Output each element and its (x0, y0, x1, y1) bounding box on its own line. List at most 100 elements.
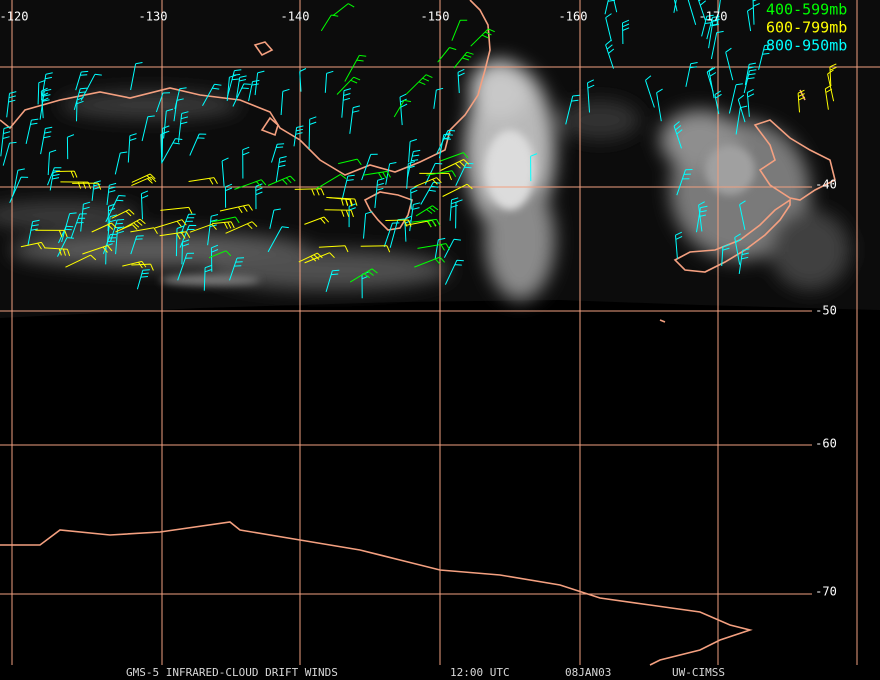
wind-barb (587, 79, 595, 113)
wind-barb (349, 268, 378, 283)
wind-barb (208, 250, 232, 259)
wind-barb (673, 0, 678, 12)
wind-barb (605, 13, 612, 42)
wind-barb (140, 190, 149, 220)
graticule (0, 0, 880, 665)
wind-barb (269, 208, 281, 229)
wind-barb (2, 141, 17, 166)
wind-barb (308, 116, 317, 150)
wind-barb (248, 79, 260, 102)
wind-barb (739, 200, 746, 230)
wind-barb (315, 173, 347, 190)
wind-barb (106, 182, 117, 205)
legend-entry: 600-799mb (766, 19, 847, 37)
wind-barb (294, 188, 325, 196)
wind-barb (221, 157, 229, 187)
wind-barb (293, 125, 304, 147)
wind-barb (716, 0, 721, 26)
wind-barb (236, 75, 247, 98)
wind-barb (47, 149, 57, 176)
wind-barb (232, 83, 251, 107)
wind-barb (207, 214, 219, 246)
wind-barb (66, 134, 75, 160)
wind-barb (203, 264, 212, 291)
wind-barb (747, 6, 754, 32)
wind-barb (159, 231, 191, 240)
wind-barb (437, 47, 457, 63)
wind-barb (122, 260, 147, 269)
wind-barb (219, 204, 253, 214)
legend: 400-599mb 600-799mb 800-950mb (766, 1, 847, 55)
wind-barb (426, 170, 457, 177)
wind-barb (35, 229, 68, 238)
wind-barb (470, 28, 495, 47)
wind-barb (179, 224, 197, 248)
wind-barb (324, 70, 334, 93)
wind-barb (211, 216, 240, 224)
wind-barb (737, 94, 746, 123)
wind-barb (385, 162, 397, 185)
wind-barb (414, 256, 445, 268)
wind-barb (411, 218, 441, 227)
wind-barb (758, 44, 772, 70)
wind-barb (304, 252, 335, 264)
wind-barb (267, 175, 296, 186)
wind-barb (47, 167, 62, 186)
wind-barb (75, 70, 89, 91)
wind-barb (27, 219, 40, 246)
wind-barb (210, 244, 219, 272)
coastlines (0, 0, 836, 666)
wind-barb (131, 263, 154, 271)
wind-barb (280, 88, 290, 116)
wind-barb (111, 209, 135, 219)
wind-barb (645, 75, 655, 108)
wind-barb (130, 227, 158, 235)
wind-barb (102, 233, 118, 254)
wind-barb (127, 133, 137, 163)
wind-barb (25, 118, 39, 145)
wind-barb (405, 74, 433, 95)
wind-barb (227, 69, 242, 97)
wind-barb (656, 88, 663, 122)
wind-barb (212, 221, 235, 229)
wind-barb (332, 3, 355, 17)
lon-label: -160 (559, 10, 588, 24)
wind-barb (224, 183, 233, 208)
wind-barb (363, 211, 373, 239)
wind-barb (449, 197, 459, 221)
wind-barb (417, 243, 451, 251)
wind-barb (746, 88, 755, 117)
lat-label: -60 (815, 437, 837, 451)
wind-barb (341, 88, 351, 118)
wind-barb (160, 206, 193, 214)
wind-barb (80, 201, 91, 232)
wind-barb (440, 152, 469, 162)
wind-barb (721, 244, 730, 267)
wind-barb (229, 257, 245, 281)
wind-barb (708, 18, 720, 49)
wind-barb (178, 111, 189, 143)
legend-entry: 800-950mb (766, 37, 847, 55)
wind-barb (275, 156, 287, 183)
wind-barb (267, 226, 289, 253)
wind-barbs (0, 0, 837, 299)
wind-barb (91, 222, 117, 233)
wind-barb (324, 209, 354, 218)
wind-barb (114, 151, 128, 175)
wind-barb (326, 196, 353, 207)
wind-barb (70, 213, 87, 239)
lon-label: -170 (699, 10, 728, 24)
wind-barb (180, 213, 196, 235)
wind-barb (414, 177, 442, 188)
wind-barb (225, 221, 258, 234)
wind-barb (698, 201, 705, 232)
lon-label: -140 (281, 10, 310, 24)
wind-barb (697, 0, 707, 21)
wind-barb (442, 183, 473, 197)
wind-barb (344, 54, 367, 82)
wind-barb (752, 0, 760, 25)
wind-barb (177, 252, 195, 281)
wind-barb (530, 153, 538, 182)
wind-barb (318, 245, 349, 253)
wind-barb (706, 67, 714, 93)
